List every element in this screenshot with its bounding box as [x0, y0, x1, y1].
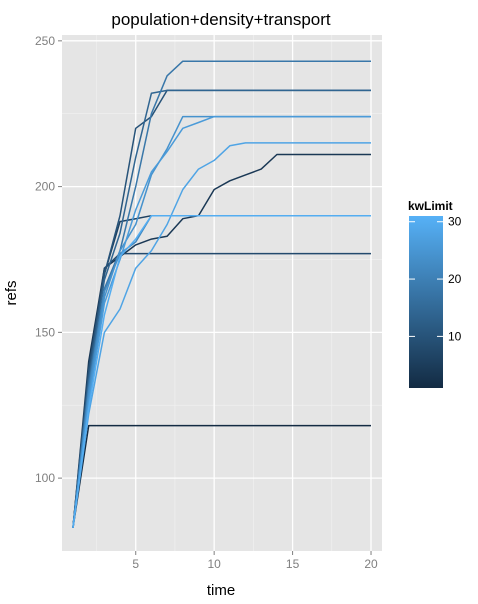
x-tick-label: 20 [364, 557, 378, 571]
legend-tick-label: 30 [448, 215, 462, 229]
y-tick-label: 200 [35, 180, 55, 194]
series-line [72, 424, 371, 528]
axes: 100 150 200 250 5 10 15 20 [35, 34, 378, 571]
panel-background [62, 35, 382, 551]
y-axis-label: refs [3, 280, 20, 305]
plot-panel [62, 35, 382, 551]
y-tick-label: 100 [35, 471, 55, 485]
y-tick-label: 150 [35, 325, 55, 339]
series-line [72, 89, 371, 528]
series-lines [72, 60, 371, 528]
series-line [72, 214, 371, 528]
x-tick-label: 5 [132, 557, 139, 571]
legend-tick-label: 20 [448, 272, 462, 286]
series-line [72, 142, 371, 528]
x-tick-label: 15 [286, 557, 300, 571]
chart-title: population+density+transport [111, 10, 331, 29]
legend-tick-label: 10 [448, 329, 462, 343]
x-tick-label: 10 [207, 557, 221, 571]
legend-title: kwLimit [408, 199, 453, 213]
x-axis-label: time [207, 582, 235, 599]
legend-colorbar [409, 216, 443, 388]
series-line [72, 115, 371, 528]
legend: kwLimit 10 20 30 [408, 199, 462, 388]
y-tick-label: 250 [35, 34, 55, 48]
series-line [72, 60, 371, 528]
